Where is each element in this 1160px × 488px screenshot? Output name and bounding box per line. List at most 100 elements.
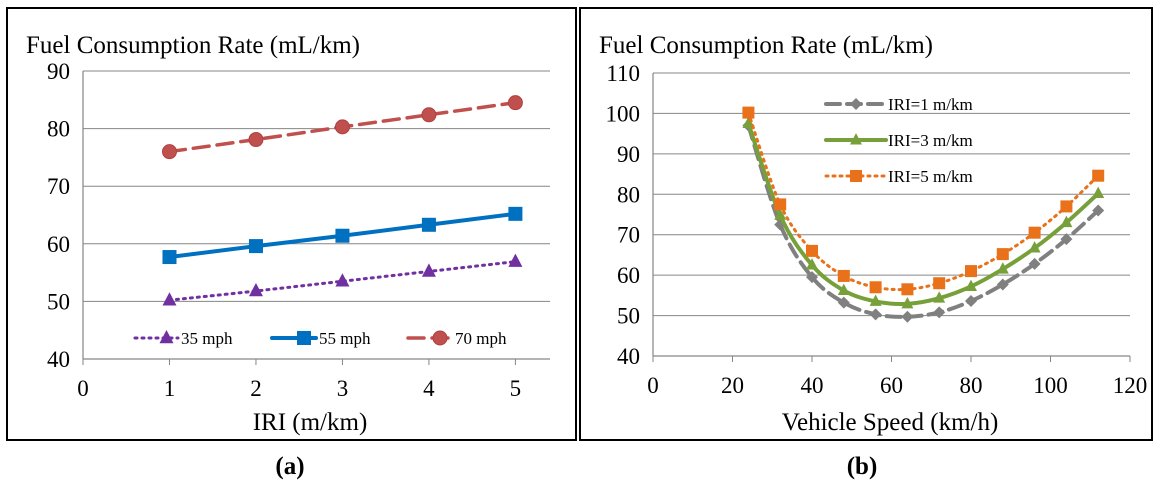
y-tick-label: 90: [617, 142, 640, 167]
panel-a-axes: [82, 71, 550, 365]
x-tick-label: 20: [721, 373, 744, 398]
panel-b-legend: IRI=1 m/km IRI=3 m/km IRI=5 m/km: [824, 95, 973, 186]
data-point-series-2: [508, 206, 523, 221]
legend-marker-3: [850, 170, 862, 182]
panel-a-frame: [6, 7, 577, 441]
data-point-series-1: [248, 282, 263, 297]
data-point-series-3: [334, 119, 350, 135]
data-point-series-3: [1028, 226, 1041, 239]
data-point-series-2: [335, 228, 350, 243]
legend-label-1: 35 mph: [181, 329, 233, 348]
data-point-series-1: [901, 310, 914, 323]
panel-a: Fuel Consumption Rate (mL/km) 40 50 60 70 80…: [6, 7, 577, 441]
legend-marker-1: [159, 329, 174, 344]
data-point-series-1: [1060, 233, 1073, 246]
x-tick-label: 0: [647, 373, 659, 398]
data-point-series-1: [162, 292, 177, 306]
x-tick-label: 80: [960, 373, 983, 398]
data-point-series-2: [421, 217, 436, 232]
legend-label-2: IRI=3 m/km: [888, 131, 973, 150]
panel-b-series: [742, 106, 1105, 323]
data-point-series-1: [869, 308, 882, 321]
data-point-series-3: [161, 144, 177, 160]
data-point-series-3: [996, 248, 1009, 261]
data-point-series-3: [248, 132, 264, 148]
y-tick-label: 60: [617, 263, 640, 288]
data-point-series-2: [1060, 215, 1073, 228]
data-point-series-3: [1060, 200, 1073, 213]
y-tick-label: 80: [617, 182, 640, 207]
y-tick-label: 100: [606, 101, 641, 126]
x-tick-label: 100: [1033, 373, 1068, 398]
legend-marker-1: [850, 98, 862, 110]
panel-b-axes: [652, 73, 1131, 362]
data-point-series-2: [774, 208, 787, 220]
legend-label-1: IRI=1 m/km: [888, 95, 973, 114]
legend-marker-3: [432, 330, 448, 346]
x-tick-label: 3: [337, 376, 349, 401]
y-tick-label: 40: [617, 344, 640, 369]
data-point-series-3: [1092, 169, 1105, 182]
x-tick-label: 60: [880, 373, 903, 398]
panel-a-gridlines: [83, 70, 550, 302]
panel-b-title: Fuel Consumption Rate (mL/km): [599, 32, 933, 59]
panel-b-x-axis-label: Vehicle Speed (km/h): [782, 409, 999, 436]
data-point-series-3: [837, 269, 850, 282]
x-tick-label: 40: [801, 373, 824, 398]
panel-a-legend: 35 mph 55 mph 70 mph: [133, 329, 507, 348]
panel-a-caption: (a): [275, 453, 304, 480]
data-point-series-1: [933, 306, 946, 319]
legend-marker-2: [850, 133, 862, 145]
data-point-series-1: [806, 271, 818, 284]
data-point-series-2: [965, 279, 977, 291]
data-point-series-2: [1028, 241, 1041, 253]
x-tick-label: 1: [164, 376, 176, 401]
y-tick-label: 50: [617, 304, 640, 329]
data-point-series-1: [965, 295, 977, 308]
data-point-series-3: [507, 95, 523, 111]
data-point-series-3: [965, 265, 977, 278]
panel-a-tick-labels: 40 50 60 70 80 90 0 1 2 3 4 5: [47, 59, 521, 401]
data-point-series-2: [162, 250, 177, 265]
data-point-series-1: [508, 253, 523, 267]
series-line-3: [746, 111, 1100, 292]
data-point-series-3: [869, 281, 882, 294]
x-tick-label: 0: [77, 376, 89, 401]
legend-label-3: IRI=5 m/km: [888, 167, 973, 186]
data-point-series-3: [933, 277, 946, 290]
legend-label-2: 55 mph: [319, 329, 371, 348]
panel-a-title: Fuel Consumption Rate (mL/km): [26, 32, 360, 59]
legend-marker-2: [297, 331, 311, 345]
y-tick-label: 110: [606, 61, 640, 86]
data-point-series-1: [1028, 257, 1041, 270]
data-point-series-2: [1092, 186, 1105, 198]
data-point-series-1: [335, 273, 350, 287]
y-tick-label: 40: [47, 347, 70, 372]
data-point-series-1: [421, 263, 436, 277]
x-tick-label: 2: [250, 376, 262, 401]
data-point-series-2: [933, 291, 946, 303]
data-point-series-1: [1092, 204, 1105, 217]
data-point-series-3: [421, 107, 437, 123]
data-point-series-3: [774, 198, 787, 211]
x-tick-label: 120: [1113, 373, 1148, 398]
panel-a-series: [161, 95, 523, 306]
panel-a-x-axis-label: IRI (m/km): [253, 409, 368, 436]
y-tick-label: 90: [47, 59, 70, 84]
data-point-series-2: [248, 239, 263, 254]
data-point-series-1: [996, 278, 1009, 291]
data-point-series-3: [806, 244, 818, 257]
y-tick-label: 70: [47, 174, 70, 199]
y-tick-label: 50: [47, 289, 70, 314]
data-point-series-2: [869, 294, 882, 306]
data-point-series-3: [742, 106, 755, 119]
y-tick-label: 60: [47, 232, 70, 257]
panel-b-frame: [579, 7, 1153, 441]
data-point-series-2: [806, 258, 818, 270]
data-point-series-1: [837, 296, 850, 309]
y-tick-label: 80: [47, 117, 70, 142]
data-point-series-2: [996, 262, 1009, 274]
panel-b-caption: (b): [847, 453, 878, 480]
